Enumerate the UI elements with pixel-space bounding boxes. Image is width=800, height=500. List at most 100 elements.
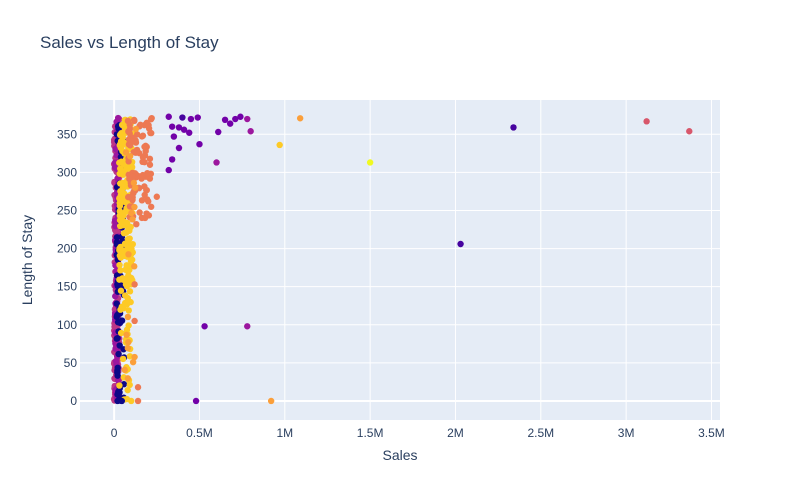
data-point — [221, 116, 229, 124]
data-point — [153, 193, 160, 200]
data-point — [116, 252, 124, 259]
data-point — [124, 344, 132, 352]
data-point — [141, 183, 148, 190]
data-point — [146, 155, 154, 163]
data-point — [131, 281, 138, 288]
chart-title: Sales vs Length of Stay — [40, 33, 219, 52]
data-point — [134, 397, 142, 405]
x-tick-label: 0 — [111, 426, 118, 440]
data-point — [114, 282, 122, 290]
y-tick-label: 350 — [57, 127, 77, 141]
y-tick-label: 150 — [57, 280, 77, 294]
data-point — [136, 209, 143, 216]
data-point — [125, 158, 132, 165]
data-point — [510, 124, 517, 131]
data-point — [115, 350, 122, 358]
data-point — [113, 239, 121, 246]
data-point — [145, 121, 152, 129]
data-point — [117, 287, 125, 294]
data-point — [128, 209, 135, 217]
data-point — [122, 149, 130, 156]
y-tick-label: 300 — [57, 165, 77, 179]
data-point — [296, 115, 304, 122]
data-point — [147, 116, 155, 123]
data-point — [116, 382, 123, 389]
data-point — [138, 133, 146, 140]
data-point — [179, 114, 186, 121]
data-point — [133, 131, 141, 138]
data-point — [131, 184, 139, 191]
data-point — [116, 261, 123, 269]
data-point — [226, 120, 234, 127]
data-point — [141, 158, 148, 166]
y-tick-label: 100 — [57, 318, 77, 332]
y-tick-label: 50 — [64, 356, 78, 370]
data-point — [148, 129, 155, 137]
data-point — [113, 234, 121, 241]
data-point — [112, 227, 119, 235]
data-point — [121, 240, 129, 247]
data-point — [201, 323, 208, 330]
x-tick-label: 1M — [276, 426, 293, 440]
data-point — [168, 156, 176, 163]
data-point — [112, 217, 119, 225]
data-point — [128, 397, 135, 405]
data-point — [126, 288, 134, 295]
data-point — [133, 220, 140, 228]
data-point — [180, 126, 188, 133]
data-point — [147, 203, 155, 210]
data-point — [366, 159, 374, 166]
data-point — [129, 173, 136, 181]
data-point — [165, 166, 172, 174]
data-point — [138, 197, 146, 204]
data-point — [125, 307, 132, 314]
data-point — [131, 203, 138, 211]
data-point — [112, 222, 119, 230]
data-point — [116, 141, 124, 148]
data-point — [116, 389, 123, 396]
data-point — [131, 317, 138, 325]
data-point — [113, 300, 120, 307]
data-point — [196, 140, 203, 148]
data-point — [170, 133, 178, 140]
data-point — [141, 152, 149, 159]
data-point — [124, 219, 131, 227]
x-tick-label: 0.5M — [186, 426, 213, 440]
data-point — [126, 153, 134, 160]
data-point — [112, 145, 119, 153]
data-point — [139, 171, 146, 179]
y-tick-label: 200 — [57, 242, 77, 256]
data-point — [175, 144, 183, 152]
data-point — [122, 275, 130, 282]
data-point — [128, 138, 135, 145]
data-point — [215, 128, 222, 136]
data-point — [122, 266, 129, 273]
data-point — [165, 113, 172, 120]
x-tick-label: 3.5M — [698, 426, 725, 440]
data-point — [122, 229, 130, 236]
data-point — [119, 355, 127, 363]
y-tick-label: 250 — [57, 203, 77, 217]
y-tick-label: 0 — [70, 394, 77, 408]
data-point — [129, 358, 137, 366]
data-point — [116, 319, 124, 327]
data-point — [145, 198, 152, 205]
data-point — [114, 369, 121, 376]
data-point — [137, 121, 144, 128]
x-tick-label: 1.5M — [357, 426, 384, 440]
data-point — [237, 113, 244, 120]
x-axis-title: Sales — [382, 447, 417, 463]
data-point — [175, 124, 183, 131]
x-tick-label: 3M — [618, 426, 635, 440]
data-point — [247, 128, 254, 135]
data-point — [117, 165, 124, 172]
data-point — [232, 115, 239, 123]
data-point — [126, 381, 133, 389]
data-point — [118, 397, 126, 405]
data-point — [267, 397, 275, 405]
data-point — [132, 125, 140, 133]
data-point — [123, 331, 130, 339]
x-tick-label: 2.5M — [527, 426, 554, 440]
